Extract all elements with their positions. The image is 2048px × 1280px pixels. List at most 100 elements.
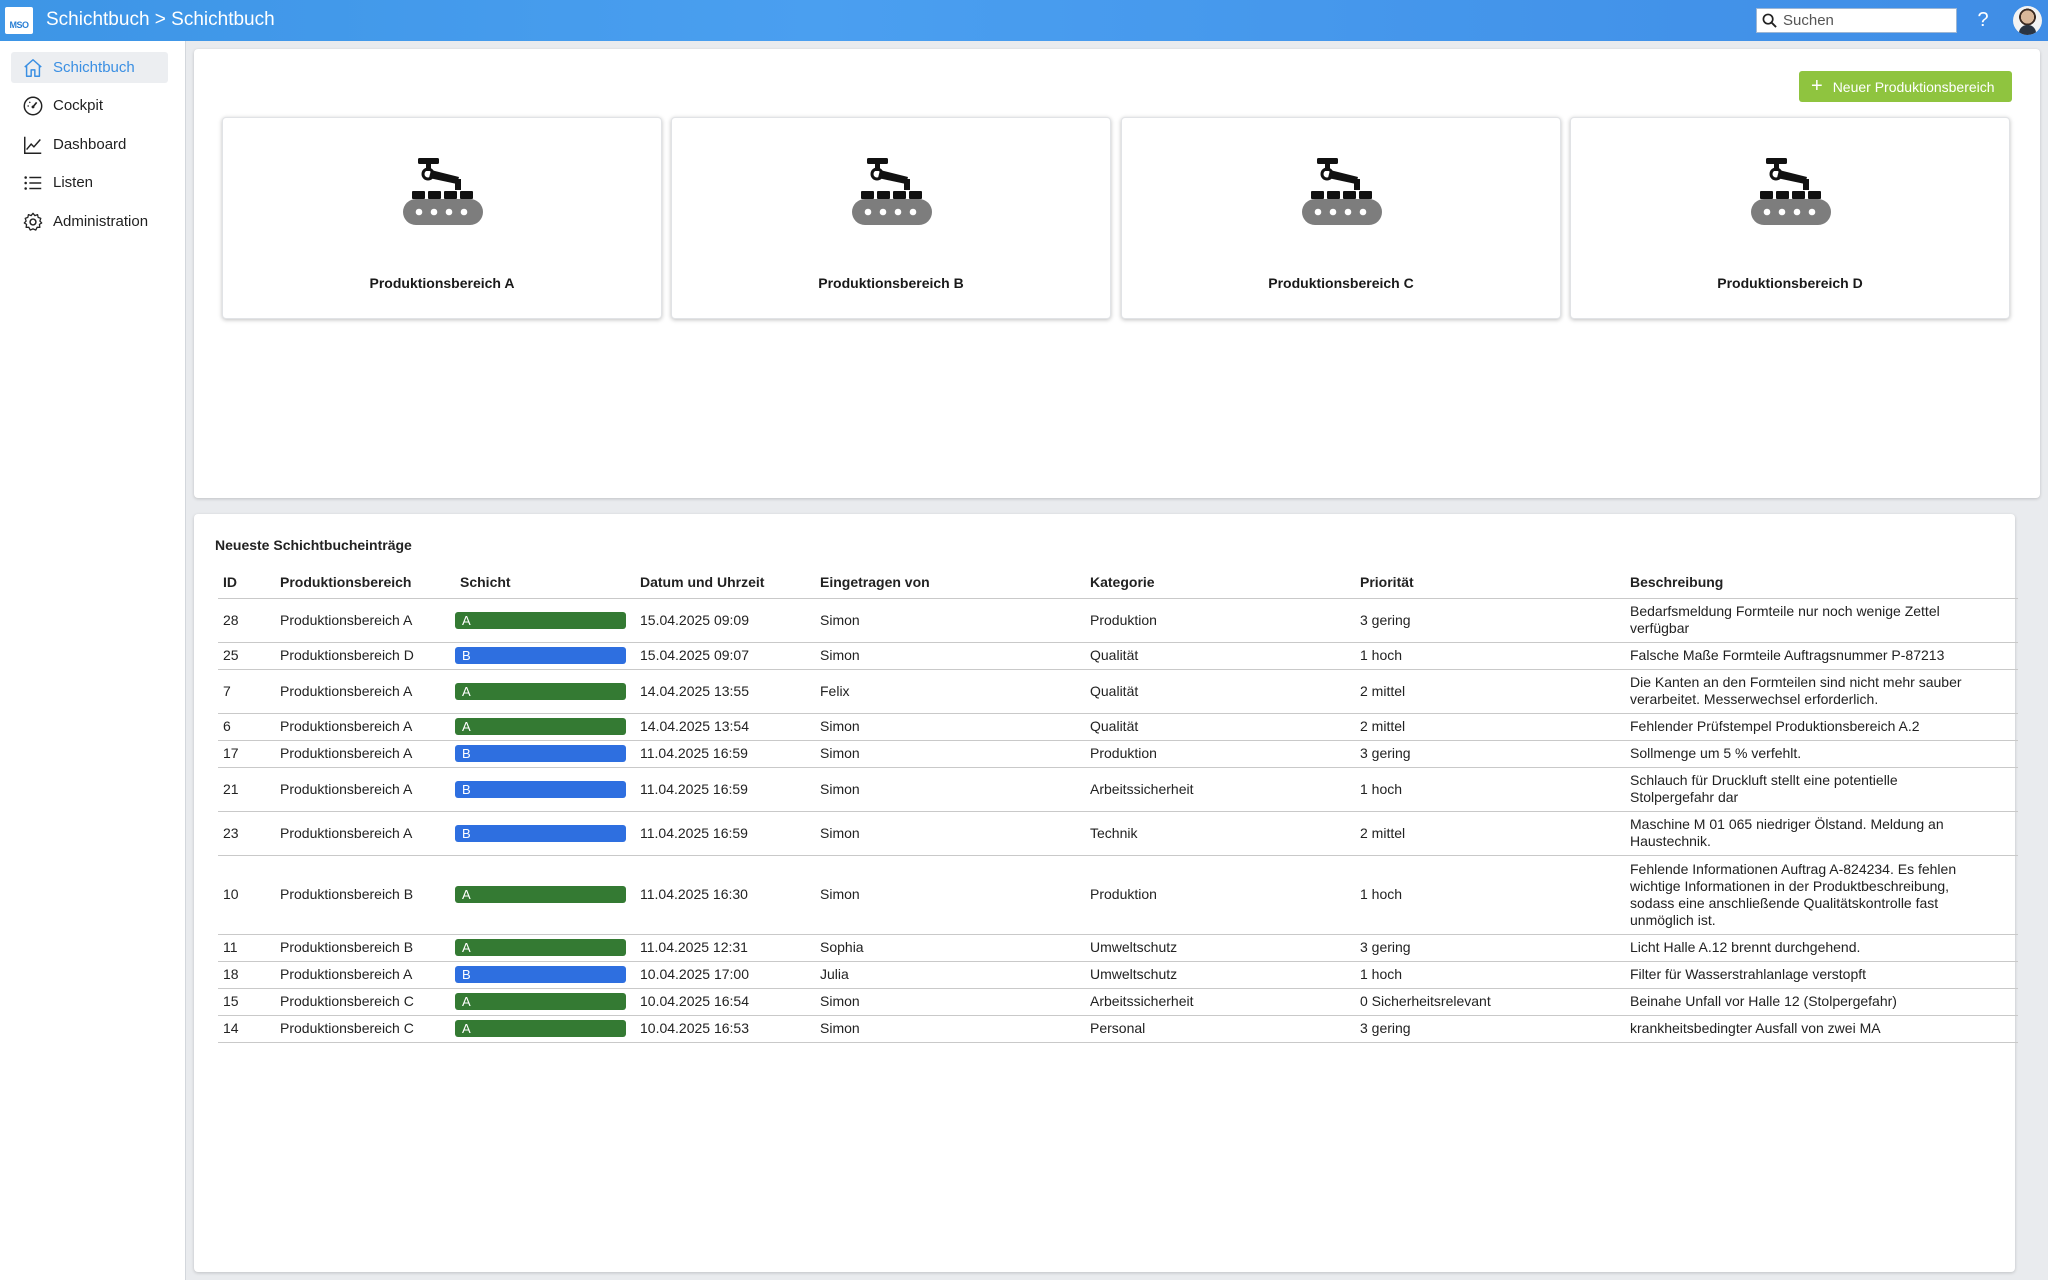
cell-id: 7 — [218, 669, 275, 714]
table-row[interactable]: 14 Produktionsbereich C A 10.04.2025 16:… — [218, 1015, 2018, 1043]
table-title: Neueste Schichtbucheinträge — [215, 537, 412, 553]
sidebar-item-cockpit[interactable]: Cockpit — [11, 90, 168, 121]
cell-entered-by: Sophia — [815, 934, 1085, 962]
cell-area: Produktionsbereich C — [275, 1015, 455, 1043]
avatar[interactable] — [2013, 6, 2042, 35]
sidebar-item-administration[interactable]: Administration — [11, 206, 168, 237]
conveyor-robot-icon — [852, 158, 932, 225]
sidebar-item-schichtbuch[interactable]: Schichtbuch — [11, 52, 168, 83]
cell-shift: A — [455, 713, 635, 741]
cell-category: Umweltschutz — [1085, 934, 1355, 962]
sidebar-item-listen[interactable]: Listen — [11, 167, 168, 198]
cell-area: Produktionsbereich C — [275, 988, 455, 1016]
cell-shift: A — [455, 1015, 635, 1043]
shift-badge: A — [455, 1020, 626, 1037]
cell-id: 6 — [218, 713, 275, 741]
cell-area: Produktionsbereich A — [275, 740, 455, 768]
cell-priority: 3 gering — [1355, 598, 1625, 643]
cell-shift: A — [455, 598, 635, 643]
sidebar-item-label: Listen — [53, 174, 94, 191]
column-header-entered-by[interactable]: Eingetragen von — [815, 567, 1085, 599]
cell-area: Produktionsbereich A — [275, 598, 455, 643]
table-row[interactable]: 17 Produktionsbereich A B 11.04.2025 16:… — [218, 740, 2018, 768]
column-header-id[interactable]: ID — [218, 567, 275, 599]
search-box[interactable] — [1756, 8, 1957, 33]
app-logo[interactable]: MSO — [5, 7, 33, 34]
cell-priority: 2 mittel — [1355, 713, 1625, 741]
cell-entered-by: Simon — [815, 767, 1085, 812]
shift-badge: A — [455, 993, 626, 1010]
cell-category: Arbeitssicherheit — [1085, 767, 1355, 812]
cell-priority: 1 hoch — [1355, 767, 1625, 812]
cell-description: Schlauch für Druckluft stellt eine poten… — [1625, 767, 2018, 812]
table-row[interactable]: 21 Produktionsbereich A B 11.04.2025 16:… — [218, 767, 2018, 812]
sidebar: Schichtbuch Cockpit Dashboard Listen Adm… — [0, 41, 186, 1280]
cell-priority: 2 mittel — [1355, 811, 1625, 856]
table-row[interactable]: 18 Produktionsbereich A B 10.04.2025 17:… — [218, 961, 2018, 989]
top-bar: MSO Schichtbuch > Schichtbuch ? — [0, 0, 2048, 41]
cell-id: 18 — [218, 961, 275, 989]
cell-id: 11 — [218, 934, 275, 962]
column-header-area[interactable]: Produktionsbereich — [275, 567, 455, 599]
search-icon — [1762, 13, 1777, 28]
table-row[interactable]: 25 Produktionsbereich D B 15.04.2025 09:… — [218, 642, 2018, 670]
column-header-shift[interactable]: Schicht — [455, 567, 635, 599]
cell-shift: A — [455, 988, 635, 1016]
shift-badge: B — [455, 647, 626, 664]
cell-datetime: 10.04.2025 16:54 — [635, 988, 815, 1016]
cell-entered-by: Felix — [815, 669, 1085, 714]
search-input[interactable] — [1783, 12, 1943, 29]
gear-icon — [21, 210, 45, 234]
cell-entered-by: Simon — [815, 598, 1085, 643]
column-header-description[interactable]: Beschreibung — [1625, 567, 2018, 599]
table-row[interactable]: 23 Produktionsbereich A B 11.04.2025 16:… — [218, 811, 2018, 856]
table-row[interactable]: 7 Produktionsbereich A A 14.04.2025 13:5… — [218, 669, 2018, 714]
logo-text: MSO — [9, 20, 29, 30]
help-icon[interactable]: ? — [1977, 9, 1989, 31]
area-card-b[interactable]: Produktionsbereich B — [671, 117, 1111, 319]
list-icon — [21, 171, 45, 195]
cell-priority: 2 mittel — [1355, 669, 1625, 714]
sidebar-item-dashboard[interactable]: Dashboard — [11, 129, 168, 160]
cell-entered-by: Simon — [815, 740, 1085, 768]
table-header-row: ID Produktionsbereich Schicht Datum und … — [218, 567, 2018, 599]
shift-badge: A — [455, 939, 626, 956]
cell-id: 10 — [218, 855, 275, 935]
cell-priority: 3 gering — [1355, 934, 1625, 962]
cell-id: 14 — [218, 1015, 275, 1043]
cell-category: Produktion — [1085, 740, 1355, 768]
cell-datetime: 11.04.2025 16:30 — [635, 855, 815, 935]
table-row[interactable]: 6 Produktionsbereich A A 14.04.2025 13:5… — [218, 713, 2018, 741]
cell-description: Maschine M 01 065 niedriger Ölstand. Mel… — [1625, 811, 2018, 856]
cell-description: Fehlender Prüfstempel Produktionsbereich… — [1625, 713, 2018, 741]
area-card-c[interactable]: Produktionsbereich C — [1121, 117, 1561, 319]
cell-shift: A — [455, 855, 635, 935]
cell-description: Bedarfsmeldung Formteile nur noch wenige… — [1625, 598, 2018, 643]
cell-description: Licht Halle A.12 brennt durchgehend. — [1625, 934, 2018, 962]
area-card-d[interactable]: Produktionsbereich D — [1570, 117, 2010, 319]
cell-entered-by: Simon — [815, 713, 1085, 741]
column-header-datetime[interactable]: Datum und Uhrzeit — [635, 567, 815, 599]
cell-shift: B — [455, 740, 635, 768]
sidebar-item-label: Dashboard — [53, 136, 127, 153]
cell-datetime: 10.04.2025 16:53 — [635, 1015, 815, 1043]
cell-description: krankheitsbedingter Ausfall von zwei MA — [1625, 1015, 2018, 1043]
table-row[interactable]: 15 Produktionsbereich C A 10.04.2025 16:… — [218, 988, 2018, 1016]
cell-entered-by: Simon — [815, 855, 1085, 935]
cell-priority: 1 hoch — [1355, 642, 1625, 670]
area-card-a[interactable]: Produktionsbereich A — [222, 117, 662, 319]
new-production-area-button[interactable]: + Neuer Produktionsbereich — [1799, 71, 2012, 102]
new-production-area-label: Neuer Produktionsbereich — [1832, 78, 1995, 95]
area-card-label: Produktionsbereich D — [1717, 275, 1863, 291]
shift-badge: B — [455, 745, 626, 762]
column-header-priority[interactable]: Priorität — [1355, 567, 1625, 599]
shift-badge: B — [455, 824, 626, 842]
column-header-category[interactable]: Kategorie — [1085, 567, 1355, 599]
table-row[interactable]: 11 Produktionsbereich B A 11.04.2025 12:… — [218, 934, 2018, 962]
table-row[interactable]: 10 Produktionsbereich B A 11.04.2025 16:… — [218, 855, 2018, 935]
table-row[interactable]: 28 Produktionsbereich A A 15.04.2025 09:… — [218, 598, 2018, 643]
cell-category: Arbeitssicherheit — [1085, 988, 1355, 1016]
sidebar-item-label: Schichtbuch — [53, 59, 135, 76]
cell-priority: 0 Sicherheitsrelevant — [1355, 988, 1625, 1016]
sidebar-item-label: Cockpit — [53, 97, 104, 114]
